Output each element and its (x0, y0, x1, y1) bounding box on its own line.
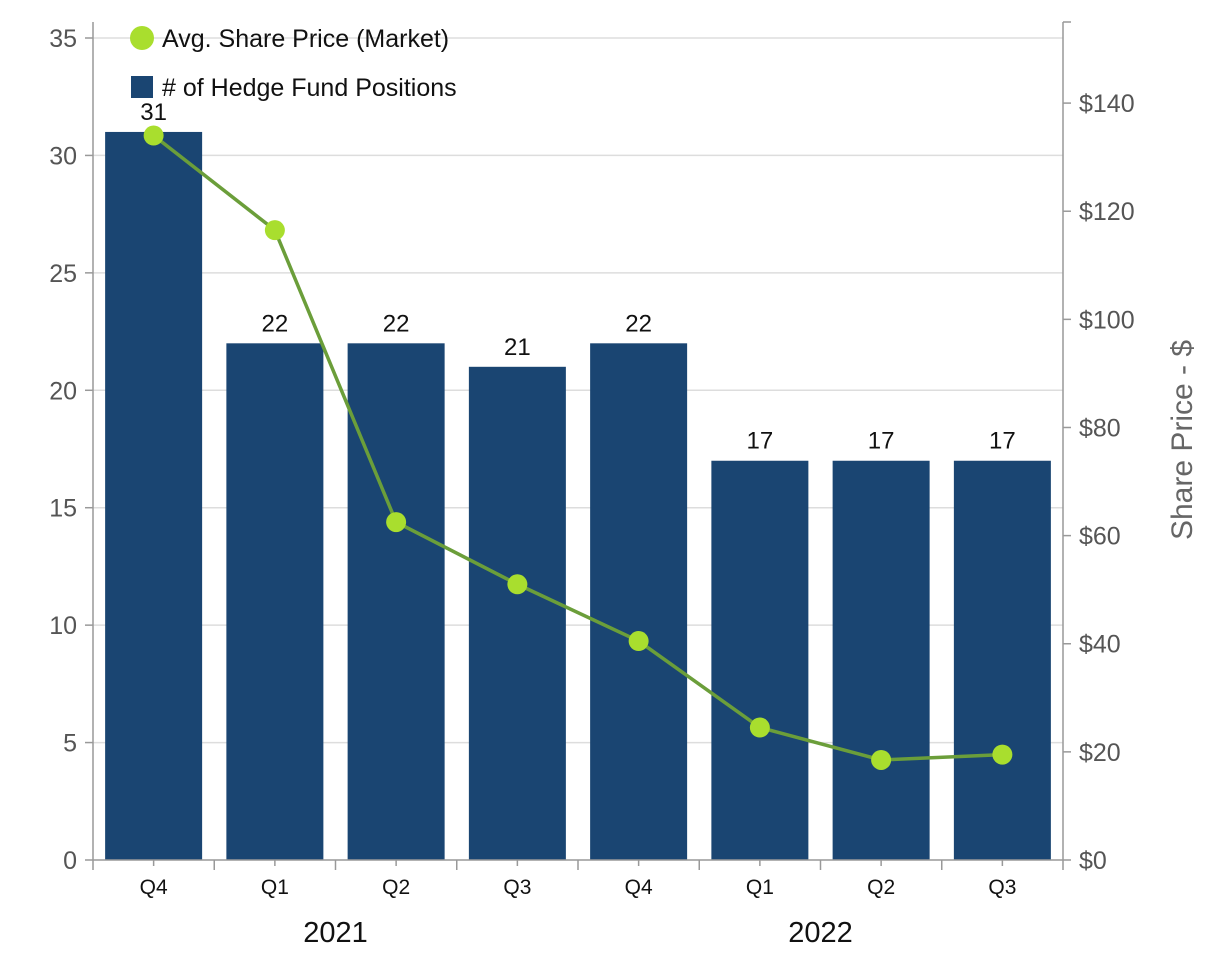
bar-value-label: 17 (747, 428, 774, 455)
bars: 31 22 22 21 22 17 17 17 (105, 99, 1051, 860)
price-point (871, 749, 892, 770)
right-tick-label: $120 (1079, 198, 1135, 226)
legend-bar-label: # of Hedge Fund Positions (162, 74, 457, 102)
x-tick-label: Q3 (988, 876, 1016, 899)
x-tick-label: Q1 (261, 876, 289, 899)
price-point (749, 717, 770, 738)
legend-line-label: Avg. Share Price (Market) (162, 25, 449, 53)
left-axis-ticks: 0 5 10 15 20 25 30 35 (49, 25, 93, 875)
price-line (143, 125, 1013, 770)
price-line-path (152, 134, 1003, 762)
x-tick-label: Q4 (625, 876, 653, 899)
left-tick-label: 20 (49, 377, 77, 405)
left-tick-label: 35 (49, 25, 77, 53)
legend-line-marker-icon (130, 26, 154, 50)
price-point (992, 744, 1013, 765)
right-tick-label: $40 (1079, 631, 1121, 659)
left-tick-label: 30 (49, 142, 77, 170)
right-tick-label: $140 (1079, 90, 1135, 118)
right-tick-label: $0 (1079, 847, 1107, 875)
price-point (628, 631, 649, 652)
bar (590, 343, 688, 860)
x-tick-label: Q1 (746, 876, 774, 899)
x-axis-ticks: Q4 Q1 Q2 Q3 Q4 Q1 Q2 Q3 (92, 860, 1064, 899)
bar-value-label: 21 (504, 334, 531, 361)
year-label: 2022 (788, 917, 853, 949)
bar-value-label: 17 (989, 428, 1016, 455)
bar (953, 460, 1051, 860)
price-point (143, 125, 164, 146)
right-tick-label: $20 (1079, 739, 1121, 767)
x-tick-label: Q2 (382, 876, 410, 899)
bar-value-label: 22 (383, 310, 410, 337)
left-tick-label: 10 (49, 612, 77, 640)
bar (711, 460, 809, 860)
right-axis-ticks: $0 $20 $40 $60 $80 $100 $120 $140 (1063, 21, 1135, 875)
right-tick-label: $80 (1079, 414, 1121, 442)
bar (105, 131, 203, 860)
left-tick-label: 5 (63, 730, 77, 758)
bar (468, 366, 566, 860)
bar-value-label: 22 (625, 310, 652, 337)
price-point (507, 574, 528, 595)
left-tick-label: 0 (63, 847, 77, 875)
bar-value-label: 31 (140, 99, 167, 126)
legend-bar-swatch-icon (131, 76, 153, 98)
bar (347, 343, 445, 860)
year-label: 2021 (303, 917, 368, 949)
right-tick-label: $60 (1079, 523, 1121, 551)
x-tick-label: Q3 (503, 876, 531, 899)
price-point (264, 220, 285, 241)
x-tick-label: Q4 (140, 876, 168, 899)
right-tick-label: $100 (1079, 306, 1135, 334)
legend: Avg. Share Price (Market) # of Hedge Fun… (130, 25, 457, 102)
right-axis-title: Share Price - $ (1166, 340, 1199, 540)
bar-value-label: 17 (868, 428, 895, 455)
year-labels: 2021 2022 (303, 917, 853, 949)
bar-value-label: 22 (262, 310, 289, 337)
x-tick-label: Q2 (867, 876, 895, 899)
left-tick-label: 25 (49, 260, 77, 288)
price-point (386, 512, 407, 533)
left-tick-label: 15 (49, 495, 77, 523)
bar (832, 460, 930, 860)
bar (226, 343, 324, 860)
